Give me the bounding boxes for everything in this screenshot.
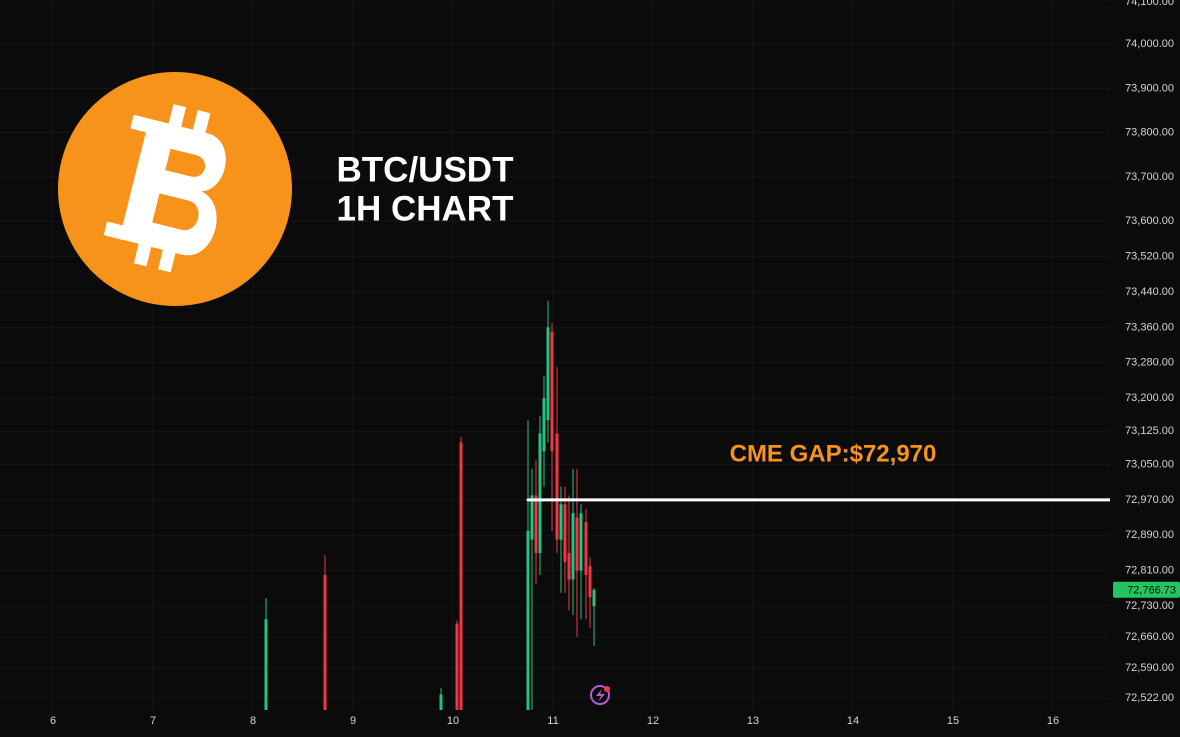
y-tick-label: 74,000.00 (1125, 38, 1174, 50)
candle-body (575, 517, 579, 571)
y-tick-label: 73,700.00 (1125, 171, 1174, 183)
y-tick-label: 72,810.00 (1125, 565, 1174, 577)
candle-body (555, 433, 559, 540)
x-tick-label: 16 (1047, 715, 1059, 727)
candle-body (542, 398, 546, 452)
x-tick-label: 7 (150, 715, 156, 727)
y-tick-label: 72,522.00 (1125, 692, 1174, 704)
bitcoin-logo (58, 72, 292, 306)
candle-body (526, 530, 530, 710)
x-tick-label: 13 (747, 715, 759, 727)
y-tick-label: 72,660.00 (1125, 631, 1174, 643)
x-tick-label: 6 (50, 715, 56, 727)
candle-body (455, 623, 459, 710)
axes: 72,522.00 72,590.00 72,660.00 72,730.00 72,8… (50, 0, 1174, 727)
candle-body (439, 694, 443, 710)
alert-icon (590, 685, 610, 705)
candle-body (550, 331, 554, 452)
y-tick-label: 73,900.00 (1125, 82, 1174, 94)
candle-body (579, 513, 583, 571)
level-label: CME GAP:$72,970 (730, 440, 937, 467)
x-tick-label: 15 (947, 715, 959, 727)
x-tick-label: 11 (547, 715, 558, 727)
y-tick-label: 73,600.00 (1125, 215, 1174, 227)
chart-title: BTC/USDT (337, 150, 514, 189)
y-tick-label: 72,890.00 (1125, 529, 1174, 541)
x-tick-label: 14 (847, 715, 859, 727)
y-tick-label: 73,200.00 (1125, 392, 1174, 404)
x-tick-label: 9 (350, 715, 356, 727)
plot-area (264, 300, 1110, 710)
y-tick-label: 73,520.00 (1125, 250, 1174, 262)
y-tick-label: 73,360.00 (1125, 321, 1174, 333)
x-tick-label: 12 (647, 715, 659, 727)
y-tick-label: 74,100.00 (1125, 0, 1174, 8)
candle-body (588, 566, 592, 598)
chart-subtitle: 1H CHART (337, 189, 514, 228)
y-tick-label: 72,730.00 (1125, 600, 1174, 612)
last-price-label: 72,766.73 (1127, 585, 1176, 597)
last-price-tag (1113, 581, 1180, 598)
candle-body (459, 442, 463, 710)
candle-body (563, 504, 567, 562)
y-tick-label: 73,050.00 (1125, 458, 1174, 470)
logo-symbol (103, 104, 226, 273)
x-tick-label: 8 (250, 715, 256, 727)
y-tick-label: 73,440.00 (1125, 286, 1174, 298)
y-tick-label: 73,800.00 (1125, 127, 1174, 139)
x-tick-label: 10 (447, 715, 459, 727)
candle-body (323, 575, 327, 710)
candle-body (538, 433, 542, 553)
candle-body (567, 552, 571, 580)
y-tick-label: 72,590.00 (1125, 662, 1174, 674)
candle-body (559, 504, 563, 540)
candle-body (534, 495, 538, 553)
candle-body (546, 327, 550, 421)
candle-body (530, 495, 534, 540)
y-tick-label: 72,970.00 (1125, 494, 1174, 506)
candle-body (592, 589, 596, 607)
candle-body (584, 521, 588, 576)
candle-body (571, 513, 575, 580)
y-tick-label: 73,125.00 (1125, 425, 1174, 437)
grid (0, 0, 1110, 710)
y-tick-label: 73,280.00 (1125, 357, 1174, 369)
candle-body (264, 619, 268, 710)
